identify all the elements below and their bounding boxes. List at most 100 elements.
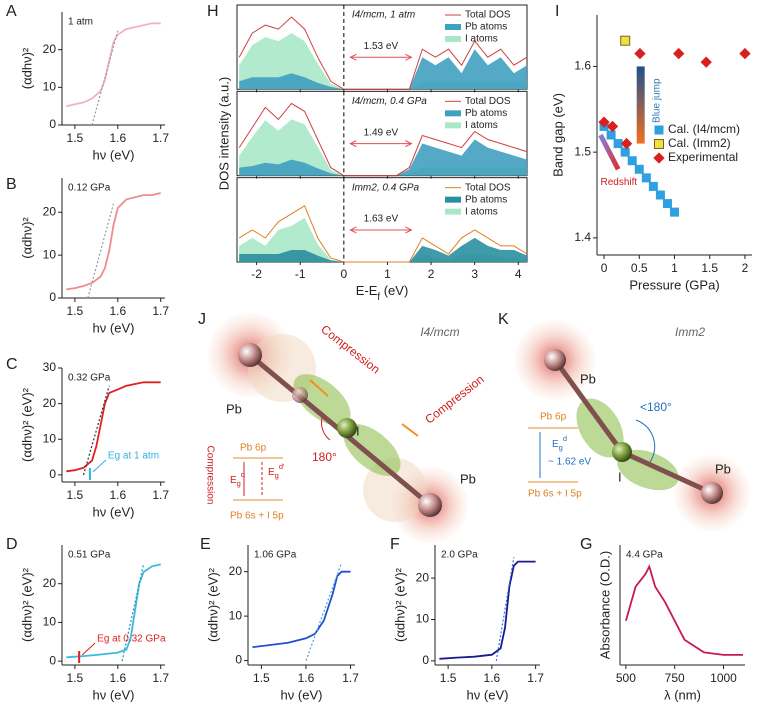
panel-label: H bbox=[207, 3, 219, 20]
arrow bbox=[401, 423, 419, 437]
x-axis-label: hν (eV) bbox=[467, 687, 509, 702]
gap-label-main: E bbox=[552, 439, 559, 450]
x-tick-label: 750 bbox=[665, 671, 685, 685]
data-line bbox=[66, 192, 161, 291]
diagram-title: Imm2 bbox=[675, 325, 705, 339]
fit-line bbox=[121, 564, 145, 662]
level-label: Pb 6s + I 5p bbox=[230, 511, 284, 522]
bond bbox=[620, 449, 714, 496]
data-line bbox=[66, 381, 161, 473]
point bbox=[620, 147, 630, 157]
fit-line bbox=[305, 562, 343, 661]
point bbox=[627, 156, 637, 166]
data-line bbox=[625, 564, 743, 656]
orbital-lobe bbox=[293, 374, 351, 426]
dos-line bbox=[238, 205, 528, 263]
y-tick-label: 0 bbox=[422, 653, 429, 667]
legend-label: Total DOS bbox=[465, 182, 511, 193]
pb-atom bbox=[701, 482, 723, 504]
y-tick-label: 1.4 bbox=[574, 230, 591, 244]
point bbox=[700, 56, 712, 68]
panel-label: E bbox=[200, 536, 211, 553]
y-tick-label: 1.5 bbox=[574, 144, 591, 158]
angle-arc bbox=[635, 419, 656, 463]
gap-label: Egd' bbox=[268, 462, 285, 480]
y-axis-label: Band gap (eV) bbox=[550, 93, 565, 177]
legend-swatch bbox=[445, 196, 461, 203]
arrow-head bbox=[349, 53, 413, 61]
point bbox=[641, 173, 651, 183]
fit-line bbox=[87, 203, 115, 299]
dos-line bbox=[238, 102, 528, 177]
legend-label: Pb atoms bbox=[465, 22, 507, 33]
x-tick-label: 1000 bbox=[710, 671, 737, 685]
redshift-arrow bbox=[598, 133, 621, 171]
atom-label: I bbox=[356, 423, 360, 438]
legend-swatch bbox=[654, 125, 664, 135]
x-tick-label: 500 bbox=[616, 671, 636, 685]
y-tick-label: 20 bbox=[43, 42, 57, 56]
y-tick-label: 10 bbox=[43, 615, 57, 629]
legend-swatch bbox=[445, 208, 461, 215]
x-axis-label: λ (nm) bbox=[664, 687, 701, 702]
y-tick-label: 1.6 bbox=[574, 59, 591, 73]
panel-label: I bbox=[555, 3, 559, 20]
pb-atom bbox=[544, 349, 566, 371]
point bbox=[620, 35, 631, 46]
x-tick-label: 4 bbox=[515, 267, 522, 281]
compression-label: Compression bbox=[318, 322, 382, 377]
x-tick-label: 1.7 bbox=[152, 488, 169, 502]
atom-label: Pb bbox=[715, 461, 731, 476]
legend-label: I atoms bbox=[465, 34, 498, 45]
legend-label: Total DOS bbox=[465, 96, 511, 107]
x-tick-label: 1 bbox=[384, 267, 391, 281]
x-tick-label: 1.6 bbox=[109, 304, 126, 318]
gap-label: Egd bbox=[230, 470, 245, 488]
panel-label: K bbox=[498, 311, 509, 328]
gap-label: 1.53 eV bbox=[364, 41, 399, 52]
x-axis-label: hν (eV) bbox=[93, 147, 135, 162]
x-tick-label: 1.7 bbox=[342, 671, 359, 685]
i-atom bbox=[612, 442, 632, 462]
gap-label: 1.63 eV bbox=[364, 214, 399, 225]
arrow-head bbox=[349, 226, 413, 234]
annotation: Redshift bbox=[601, 177, 638, 188]
atom-label: Pb bbox=[580, 371, 596, 386]
y-tick-label: 0 bbox=[49, 290, 56, 304]
y-tick-label: 0 bbox=[235, 653, 242, 667]
x-tick-label: 1.7 bbox=[152, 131, 169, 145]
pb-atom bbox=[418, 493, 442, 517]
angle-label: 180° bbox=[312, 450, 337, 464]
y-tick-label: 20 bbox=[416, 570, 430, 584]
legend-swatch bbox=[654, 139, 664, 149]
y-tick-label: 0 bbox=[49, 653, 56, 667]
x-axis-label-sub: f bbox=[377, 292, 380, 303]
dos-area bbox=[239, 119, 527, 176]
x-tick-label: 0.5 bbox=[631, 261, 648, 275]
marker-arrow bbox=[81, 642, 96, 656]
y-axis-label: (αdhν)² (eV)² bbox=[392, 567, 407, 642]
gap-label: Egd bbox=[552, 434, 567, 452]
level-label: Pb 6p bbox=[540, 412, 567, 423]
annotation: Blue jump bbox=[652, 78, 663, 123]
panel-label: G bbox=[580, 536, 592, 553]
point bbox=[662, 199, 672, 209]
x-axis-label: hν (eV) bbox=[93, 320, 135, 335]
atom-label: Pb bbox=[226, 401, 242, 416]
diagram-title: I4/mcm bbox=[420, 325, 459, 339]
angle-label: <180° bbox=[640, 400, 672, 414]
y-tick-label: 20 bbox=[229, 564, 243, 578]
x-tick-label: 3 bbox=[471, 267, 478, 281]
point bbox=[670, 207, 679, 217]
compression-label: Compression bbox=[422, 372, 486, 427]
x-tick-label: 1.7 bbox=[152, 304, 169, 318]
pb-atom bbox=[292, 387, 308, 403]
y-tick-label: 10 bbox=[43, 431, 57, 445]
orbital-lobe bbox=[343, 424, 401, 476]
point bbox=[613, 139, 623, 149]
y-tick-label: 0 bbox=[49, 117, 56, 131]
annotation: 0.51 GPa bbox=[68, 550, 111, 561]
x-axis-label: hν (eV) bbox=[93, 687, 135, 702]
level-label: Pb 6s + I 5p bbox=[528, 489, 582, 500]
